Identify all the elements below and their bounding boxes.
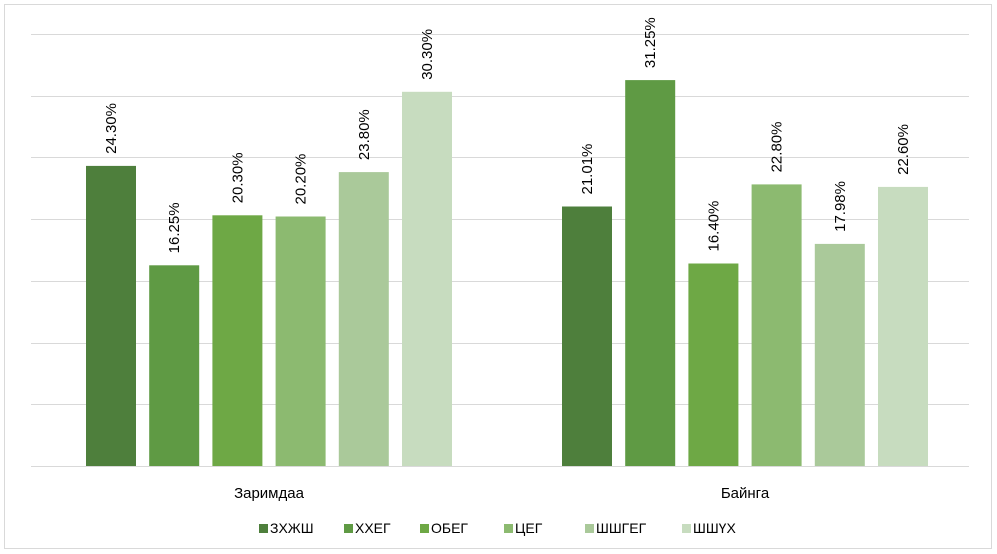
bar-ХХЕГ-Байнга	[625, 80, 676, 466]
legend-swatch	[504, 524, 513, 533]
data-label: 21.01%	[579, 144, 596, 195]
bar-ЗХЖШ-Байнга	[562, 206, 612, 466]
data-label: 22.80%	[769, 122, 786, 173]
legend-label: ОБЕГ	[431, 520, 468, 536]
data-label: 31.25%	[642, 17, 659, 68]
bar-chart: 24.30% 16.25% 20.30% 20.20% 23.80% 30.30% 21.0…	[31, 17, 969, 536]
data-label: 23.80%	[356, 109, 373, 160]
bar-ЦЕГ-Заримдаа	[275, 216, 326, 466]
legend-label: ЗХЖШ	[270, 520, 314, 536]
data-label: 20.20%	[293, 154, 310, 205]
legend-swatch	[420, 524, 429, 533]
bar-ХХЕГ-Заримдаа	[149, 265, 200, 466]
bar-ШШГЕГ-Байнга	[814, 243, 865, 466]
data-labels: 24.30% 16.25% 20.30% 20.20% 23.80% 30.30% 21.0…	[103, 17, 912, 253]
bar-ЗХЖШ-Заримдаа	[86, 165, 136, 466]
bars	[86, 80, 928, 467]
data-label: 24.30%	[103, 103, 120, 154]
bar-ОБЕГ-Заримдаа	[212, 215, 263, 466]
category-label: Заримдаа	[234, 485, 305, 502]
bar-ШШГЕГ-Заримдаа	[338, 172, 389, 466]
data-label: 20.30%	[229, 152, 246, 203]
data-label: 30.30%	[419, 29, 436, 80]
legend-label: ШШГЕГ	[596, 520, 647, 536]
category-label: Байнга	[721, 485, 770, 502]
legend-swatch	[585, 524, 594, 533]
legend-swatch	[682, 524, 691, 533]
data-label: 22.60%	[895, 124, 912, 175]
data-label: 17.98%	[832, 181, 849, 232]
data-label: 16.25%	[166, 202, 183, 253]
legend-swatch	[344, 524, 353, 533]
data-label: 16.40%	[705, 201, 722, 252]
legend: ЗХЖШ ХХЕГ ОБЕГ ЦЕГ ШШГЕГ ШШҮХ	[259, 520, 736, 536]
chart-frame: 24.30% 16.25% 20.30% 20.20% 23.80% 30.30% 21.0…	[4, 4, 992, 549]
legend-label: ЦЕГ	[515, 520, 543, 536]
category-labels: Заримдаа Байнга	[234, 485, 770, 502]
bar-ШШҮХ-Байнга	[878, 186, 928, 466]
legend-label: ХХЕГ	[355, 520, 391, 536]
bar-ЦЕГ-Байнга	[751, 184, 802, 466]
bar-ОБЕГ-Байнга	[688, 263, 739, 466]
legend-swatch	[259, 524, 268, 533]
legend-label: ШШҮХ	[693, 520, 736, 536]
bar-ШШҮХ-Заримдаа	[402, 91, 452, 467]
